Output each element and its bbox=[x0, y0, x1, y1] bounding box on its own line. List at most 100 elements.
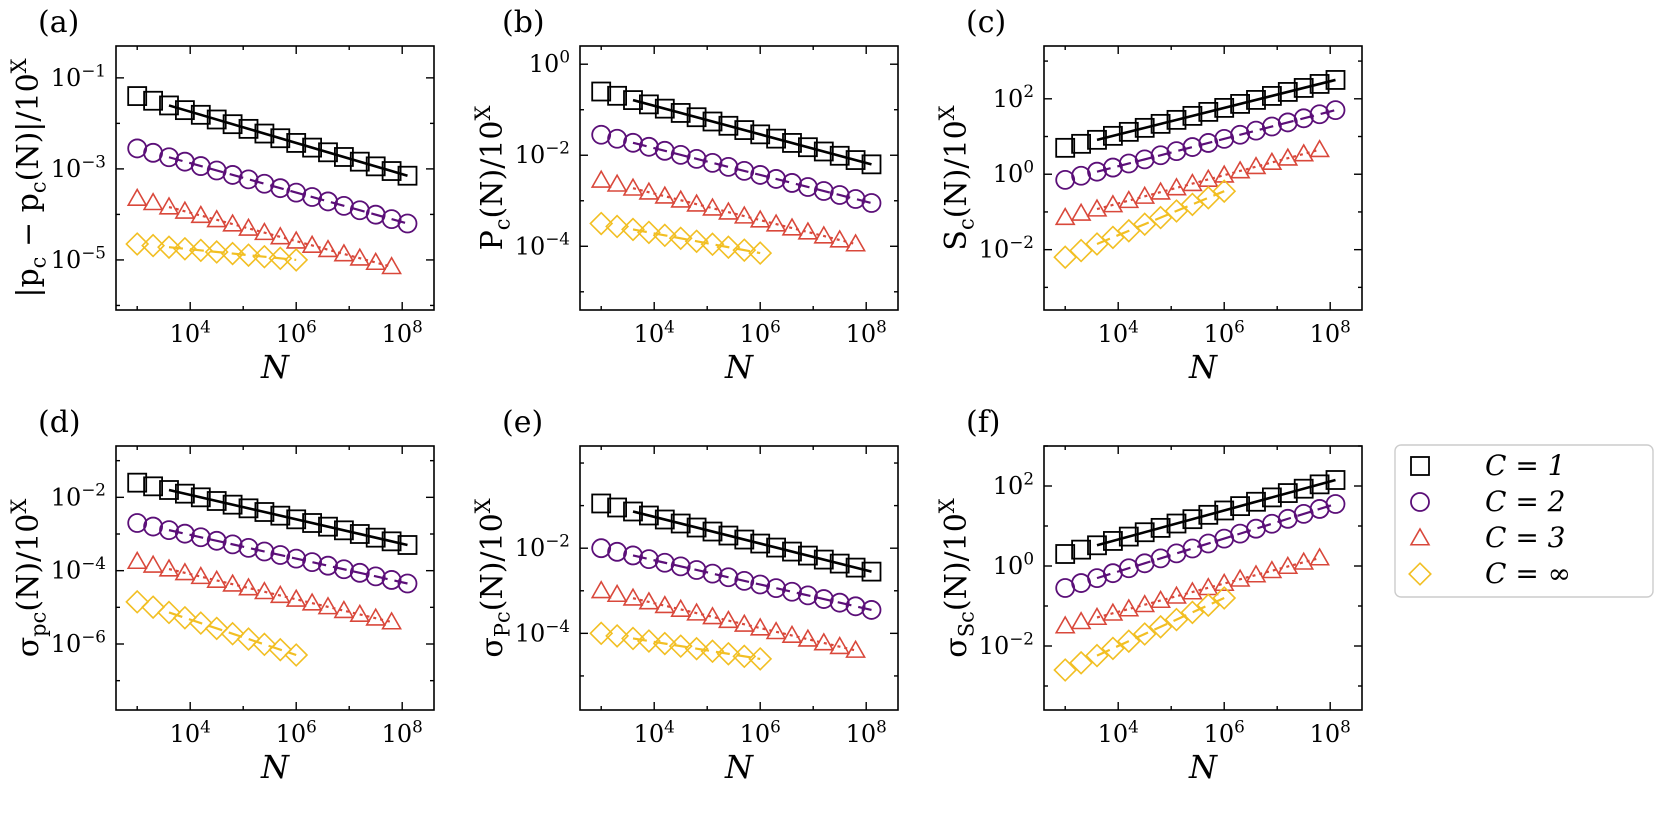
data-point bbox=[188, 238, 213, 263]
data-point bbox=[318, 516, 338, 537]
data-point bbox=[1116, 629, 1141, 654]
data-point bbox=[813, 632, 835, 651]
data-point bbox=[861, 154, 882, 175]
legend-label: C = ∞ bbox=[1485, 557, 1571, 590]
data-point bbox=[718, 156, 739, 177]
data-point bbox=[190, 487, 211, 508]
data-point bbox=[286, 133, 307, 153]
data-point bbox=[605, 214, 630, 239]
data-point bbox=[318, 142, 338, 163]
data-point bbox=[254, 581, 275, 600]
data-point bbox=[781, 217, 803, 236]
data-point bbox=[686, 560, 707, 580]
data-point bbox=[766, 169, 786, 189]
data-point bbox=[286, 548, 307, 569]
y-tick-label: 102 bbox=[993, 468, 1034, 500]
data-point bbox=[284, 247, 309, 272]
data-point bbox=[591, 493, 612, 514]
data-point bbox=[333, 559, 354, 580]
data-point bbox=[1134, 594, 1156, 613]
data-point bbox=[188, 611, 213, 636]
data-point bbox=[238, 498, 259, 519]
data-point bbox=[798, 545, 818, 566]
data-point bbox=[174, 523, 195, 544]
data-point bbox=[190, 104, 211, 125]
data-point bbox=[1212, 586, 1237, 610]
data-point bbox=[591, 124, 612, 145]
data-point bbox=[1182, 105, 1203, 126]
data-point bbox=[668, 226, 693, 251]
data-point bbox=[733, 205, 755, 224]
data-point bbox=[174, 100, 195, 121]
data-point bbox=[1164, 607, 1189, 632]
data-point bbox=[639, 549, 659, 569]
data-point bbox=[1150, 181, 1171, 200]
data-point bbox=[141, 595, 166, 620]
data-point bbox=[127, 472, 148, 493]
data-point bbox=[172, 236, 197, 261]
data-point bbox=[1410, 492, 1430, 512]
data-point bbox=[750, 533, 771, 554]
data-point bbox=[861, 600, 882, 620]
data-point bbox=[829, 185, 850, 205]
data-point bbox=[652, 631, 677, 656]
data-point bbox=[238, 217, 259, 236]
data-point bbox=[734, 529, 755, 550]
data-point bbox=[1085, 643, 1109, 668]
data-point bbox=[1134, 185, 1156, 204]
data-point bbox=[605, 623, 630, 648]
data-point bbox=[301, 234, 323, 253]
data-point bbox=[606, 583, 628, 603]
y-tick-label: 10−2 bbox=[51, 480, 106, 512]
data-point bbox=[591, 538, 612, 559]
data-point bbox=[365, 156, 386, 177]
data-point bbox=[222, 494, 243, 515]
data-point bbox=[1053, 658, 1078, 682]
data-point bbox=[349, 247, 371, 266]
data-point bbox=[125, 232, 150, 256]
data-point bbox=[845, 233, 866, 252]
data-point bbox=[222, 213, 243, 232]
x-tick-label: 106 bbox=[276, 716, 317, 748]
series-Cinf bbox=[125, 589, 309, 667]
y-tick-label: 100 bbox=[993, 548, 1034, 580]
series-C1 bbox=[1055, 470, 1346, 564]
y-tick-label: 102 bbox=[993, 81, 1034, 113]
fit-line bbox=[168, 104, 408, 177]
panel-a: (a) 104 106 108 10−1 10−3 10−5 N |pc − pc(N)|/10… bbox=[7, 5, 435, 386]
fit-line bbox=[1096, 556, 1320, 619]
data-point bbox=[684, 636, 709, 661]
data-point bbox=[813, 549, 834, 570]
x-axis-label: N bbox=[724, 748, 754, 786]
series-Cinf bbox=[125, 232, 309, 272]
series-C2 bbox=[1055, 100, 1346, 190]
data-point bbox=[381, 161, 402, 181]
data-point bbox=[623, 90, 643, 110]
data-point bbox=[204, 616, 229, 641]
data-point bbox=[654, 185, 676, 204]
legend-label: C = 3 bbox=[1485, 521, 1566, 554]
x-tick-label: 106 bbox=[1204, 316, 1245, 348]
fit-line bbox=[632, 597, 856, 652]
data-point bbox=[206, 491, 227, 511]
data-point bbox=[1198, 133, 1219, 153]
data-point bbox=[639, 94, 659, 115]
data-point bbox=[845, 639, 866, 658]
data-point bbox=[590, 169, 612, 188]
data-point bbox=[845, 557, 866, 578]
data-point bbox=[174, 562, 196, 581]
legend-label: C = 2 bbox=[1485, 485, 1566, 518]
data-point bbox=[590, 580, 612, 599]
data-point bbox=[318, 555, 338, 576]
data-point bbox=[141, 233, 166, 258]
data-point bbox=[733, 613, 755, 632]
panel-label: (e) bbox=[502, 405, 543, 440]
series-Cinf bbox=[589, 211, 773, 266]
x-tick-label: 106 bbox=[276, 316, 317, 348]
x-axis-label: N bbox=[1188, 348, 1218, 386]
y-tick-label: 10−4 bbox=[51, 553, 106, 585]
data-point bbox=[254, 541, 275, 562]
data-point bbox=[1182, 581, 1203, 600]
